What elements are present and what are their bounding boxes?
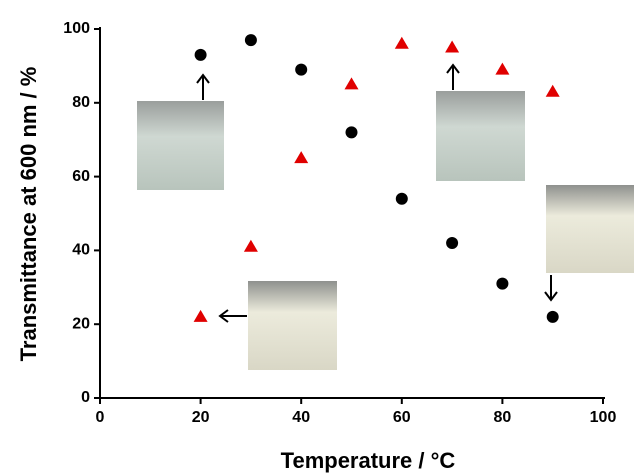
arrow [218,309,247,323]
x-tick-label: 40 [292,409,310,426]
arrows [196,63,558,323]
triangle-point [394,36,409,49]
arrow [544,275,558,302]
circle-point [446,237,459,250]
vial-photo [137,101,224,190]
y-tick-label: 0 [81,389,90,406]
vial-photo [436,91,525,181]
circle-point [395,192,408,205]
y-tick-label: 80 [72,94,90,111]
y-tick-label: 100 [63,20,90,37]
triangle-point [445,40,460,53]
y-tick-label: 60 [72,168,90,185]
x-tick-label: 100 [590,409,617,426]
photo-insets [137,91,634,370]
triangle-point [344,77,359,90]
x-tick-label: 20 [192,409,210,426]
circle-point [345,126,358,139]
vial-photo [546,185,634,273]
triangle-point [294,151,309,164]
triangle-point [495,62,510,75]
circle-point [546,310,559,323]
vial-photo [248,281,337,370]
y-tick-label: 40 [72,242,90,259]
y-tick-label: 20 [72,315,90,332]
arrow [446,63,460,90]
x-tick-label: 0 [96,409,105,426]
triangle-point [193,309,208,322]
circle-point [295,63,308,76]
y-axis-label: Transmittance at 600 nm / % [16,67,41,362]
triangle-point [243,239,258,252]
x-tick-label: 80 [494,409,512,426]
triangle-point [545,84,560,97]
x-axis-label: Temperature / °C [281,448,456,473]
circle-point [496,277,509,290]
circle-point [244,34,257,47]
x-tick-label: 60 [393,409,411,426]
arrow [196,73,210,100]
circle-point [194,48,207,61]
